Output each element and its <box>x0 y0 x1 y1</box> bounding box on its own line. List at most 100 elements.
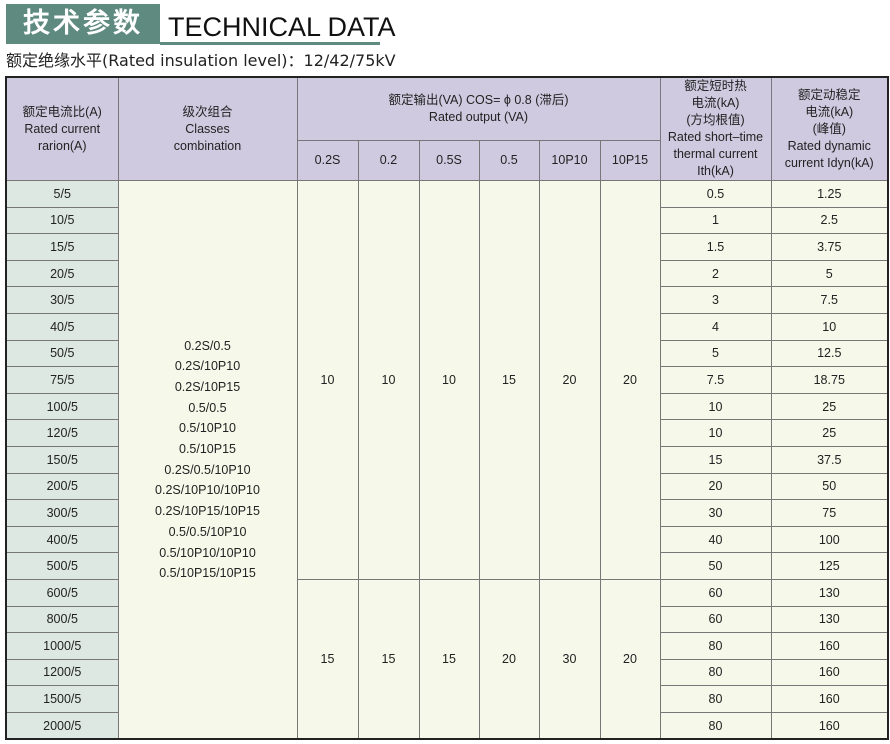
ratio-cell: 500/5 <box>5 552 119 580</box>
ratio-cell: 30/5 <box>5 286 119 314</box>
table-row: 600/5 15 15 15 20 30 20 60 130 <box>5 578 889 740</box>
technical-data-table: 额定电流比(A) Rated current rarion(A) 级次组合 Class… <box>5 76 889 741</box>
idyn-cell: 1.25 <box>770 180 889 208</box>
ith-cell: 80 <box>659 632 772 660</box>
header-line: thermal current <box>673 147 758 161</box>
class-combination: 0.5/10P10 <box>179 421 236 436</box>
idyn-cell: 160 <box>770 685 889 713</box>
ratio-cell: 150/5 <box>5 445 119 474</box>
ith-cell: 20 <box>659 472 772 501</box>
output-cell: 20 <box>478 578 540 740</box>
ith-cell: 7.5 <box>659 366 772 394</box>
ratio-cell: 400/5 <box>5 525 119 554</box>
header-line: (峰值) <box>812 121 846 136</box>
header-line: 级次组合 <box>182 104 233 119</box>
ith-cell: 3 <box>659 286 772 314</box>
header-classes: 级次组合 Classes combination <box>117 76 298 181</box>
table-row: 50/5 5 12.5 <box>5 339 889 368</box>
table-row: 5/5 0.2S/0.5 0.2S/10P10 0.2S/10P15 0.5/0.5 0.… <box>5 180 889 740</box>
ratio-cell: 300/5 <box>5 499 119 527</box>
table-row: 1200/5 80 160 <box>5 658 889 687</box>
table-row: 2000/5 80 160 <box>5 711 889 740</box>
ith-cell: 30 <box>659 499 772 527</box>
ith-cell: 80 <box>659 711 772 740</box>
idyn-cell: 160 <box>770 658 889 687</box>
output-cell: 15 <box>296 578 359 740</box>
ith-cell: 5 <box>659 339 772 368</box>
output-cell: 10 <box>296 180 359 580</box>
idyn-cell: 160 <box>770 711 889 740</box>
ith-cell: 80 <box>659 658 772 687</box>
table-row: 400/5 40 100 <box>5 525 889 554</box>
output-cell: 15 <box>418 578 480 740</box>
idyn-cell: 125 <box>770 552 889 580</box>
ratio-cell: 50/5 <box>5 339 119 368</box>
idyn-cell: 3.75 <box>770 233 889 261</box>
ratio-cell: 40/5 <box>5 312 119 341</box>
ith-cell: 1.5 <box>659 233 772 261</box>
class-combination: 0.2S/10P15/10P15 <box>155 504 260 519</box>
output-cell: 10 <box>418 180 480 580</box>
ratio-cell: 1200/5 <box>5 658 119 687</box>
class-combination: 0.2S/0.5 <box>184 338 231 353</box>
class-combination: 0.5/10P10/10P10 <box>159 545 256 560</box>
ratio-cell: 800/5 <box>5 605 119 634</box>
header-line: combination <box>173 138 242 153</box>
class-combination: 0.2S/0.5/10P10 <box>164 462 251 477</box>
header-line: (方均根值) <box>686 113 745 127</box>
header-line: 额定输出(VA) COS= ϕ 0.8 (滞后) <box>388 92 569 107</box>
idyn-cell: 25 <box>770 419 889 447</box>
table-row: 15/5 1.5 3.75 <box>5 233 889 261</box>
header-line: Rated output (VA) <box>428 109 529 124</box>
idyn-cell: 50 <box>770 472 889 501</box>
idyn-cell: 100 <box>770 525 889 554</box>
header-line: 额定短时热 <box>684 79 747 93</box>
idyn-cell: 18.75 <box>770 366 889 394</box>
header-line: Rated current <box>24 121 101 136</box>
header-ith: 额定短时热 电流(kA) (方均根值) Rated short–time thermal… <box>659 76 772 181</box>
ith-cell: 10 <box>659 419 772 447</box>
table-row: 1000/5 80 160 <box>5 632 889 660</box>
class-combination: 0.5/0.5/10P10 <box>168 524 247 539</box>
ratio-cell: 1500/5 <box>5 685 119 713</box>
output-cell: 20 <box>538 180 601 580</box>
ratio-cell: 600/5 <box>5 578 119 607</box>
ith-cell: 0.5 <box>659 180 772 208</box>
ratio-cell: 120/5 <box>5 419 119 447</box>
idyn-cell: 130 <box>770 605 889 634</box>
output-cell: 20 <box>599 578 661 740</box>
header-output-0.2: 0.2 <box>357 139 420 182</box>
ratio-cell: 15/5 <box>5 233 119 261</box>
table-row: 20/5 2 5 <box>5 259 889 288</box>
idyn-cell: 37.5 <box>770 445 889 474</box>
ratio-cell: 100/5 <box>5 392 119 421</box>
ratio-cell: 10/5 <box>5 206 119 235</box>
header-line: rarion(A) <box>37 138 87 153</box>
ith-cell: 80 <box>659 685 772 713</box>
header-output: 额定输出(VA) COS= ϕ 0.8 (滞后) Rated output (VA… <box>296 76 661 141</box>
header-output-0.5s: 0.5S <box>418 139 480 182</box>
insulation-level: 额定绝缘水平(Rated insulation level)：12/42/75k… <box>6 51 396 70</box>
header-line: 额定动稳定 <box>797 87 861 102</box>
ith-cell: 4 <box>659 312 772 341</box>
header-output-0.2s: 0.2S <box>296 139 359 182</box>
table-row: 75/5 7.5 18.75 <box>5 366 889 394</box>
header-line: 额定电流比(A) <box>22 104 102 119</box>
ith-cell: 2 <box>659 259 772 288</box>
table-row: 120/5 10 25 <box>5 419 889 447</box>
ith-cell: 10 <box>659 392 772 421</box>
ith-cell: 50 <box>659 552 772 580</box>
table-row: 10/5 1 2.5 <box>5 206 889 235</box>
header-output-10p10: 10P10 <box>538 139 601 182</box>
header-line: Rated short–time <box>667 130 764 144</box>
table-row: 30/5 3 7.5 <box>5 286 889 314</box>
class-combination: 0.2S/10P10 <box>174 359 241 374</box>
header-output-0.5: 0.5 <box>478 139 540 182</box>
ith-cell: 60 <box>659 605 772 634</box>
idyn-cell: 12.5 <box>770 339 889 368</box>
output-cell: 15 <box>478 180 540 580</box>
ratio-cell: 2000/5 <box>5 711 119 740</box>
table-row: 200/5 20 50 <box>5 472 889 501</box>
header-line: current Idyn(kA) <box>784 155 874 170</box>
ith-cell: 15 <box>659 445 772 474</box>
